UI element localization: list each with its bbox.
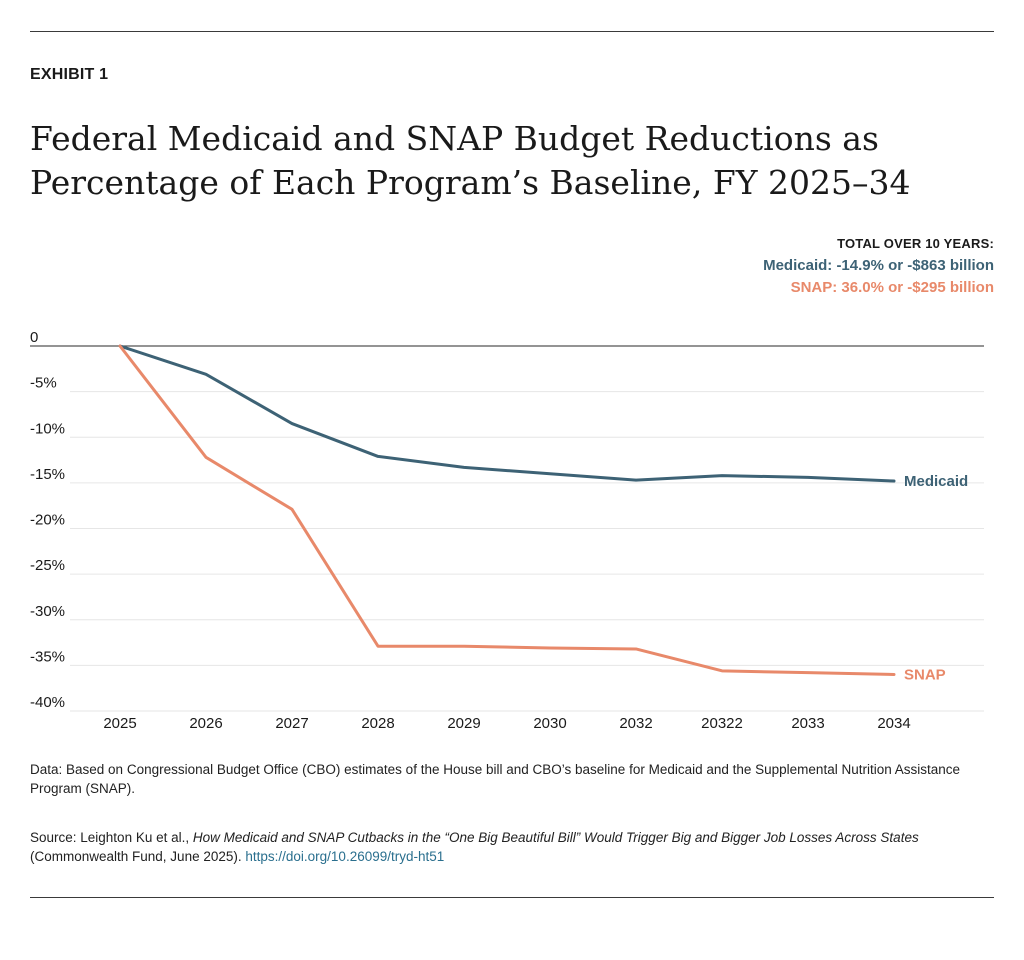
- source-doi-link[interactable]: https://doi.org/10.26099/tryd-ht51: [245, 849, 445, 864]
- data-note: Data: Based on Congressional Budget Offi…: [30, 762, 961, 796]
- y-tick-label: -10%: [30, 420, 65, 437]
- totals-heading: TOTAL OVER 10 YEARS:: [837, 236, 994, 251]
- x-tick-label: 2025: [103, 715, 136, 732]
- snap-series-label: SNAP: [904, 667, 946, 684]
- y-tick-label: 0: [30, 329, 38, 346]
- source-note: Source: Leighton Ku et al., How Medicaid…: [30, 828, 980, 866]
- totals-summary: TOTAL OVER 10 YEARS: Medicaid: -14.9% or…: [763, 236, 994, 299]
- y-tick-label: -20%: [30, 512, 65, 529]
- y-tick-label: -30%: [30, 603, 65, 620]
- y-tick-label: -35%: [30, 648, 65, 665]
- x-tick-label: 2026: [189, 715, 222, 732]
- x-tick-label: 2028: [361, 715, 394, 732]
- snap-total: SNAP: 36.0% or -$295 billion: [790, 279, 994, 296]
- y-tick-label: -40%: [30, 694, 65, 711]
- line-chart: 0 -5% -10% -15% -20% -25% -30% -35% -40% 2025 2026…: [30, 329, 984, 732]
- x-tick-label: 2032: [619, 715, 652, 732]
- top-rule: [30, 31, 994, 32]
- bottom-rule: [30, 897, 994, 898]
- x-tick-label: 2030: [533, 715, 566, 732]
- x-tick-label: 2029: [447, 715, 480, 732]
- medicaid-series-label: Medicaid: [904, 473, 968, 490]
- source-work-title: How Medicaid and SNAP Cutbacks in the “O…: [192, 830, 919, 845]
- x-tick-label: 2034: [877, 715, 910, 732]
- snap-series-line: [118, 344, 896, 676]
- source-prefix: Source: Leighton Ku et al.,: [30, 830, 193, 845]
- chart-title: Federal Medicaid and SNAP Budget Reducti…: [30, 119, 911, 202]
- exhibit-label: EXHIBIT 1: [30, 66, 109, 83]
- x-tick-label: 20322: [701, 715, 743, 732]
- source-publisher: (Commonwealth Fund, June 2025).: [30, 849, 246, 864]
- y-tick-label: -25%: [30, 557, 65, 574]
- y-tick-label: -15%: [30, 466, 65, 483]
- x-tick-label: 2027: [275, 715, 308, 732]
- x-tick-label: 2033: [791, 715, 824, 732]
- y-tick-label: -5%: [30, 375, 57, 392]
- medicaid-series-line: [118, 344, 896, 483]
- medicaid-total: Medicaid: -14.9% or -$863 billion: [763, 257, 994, 274]
